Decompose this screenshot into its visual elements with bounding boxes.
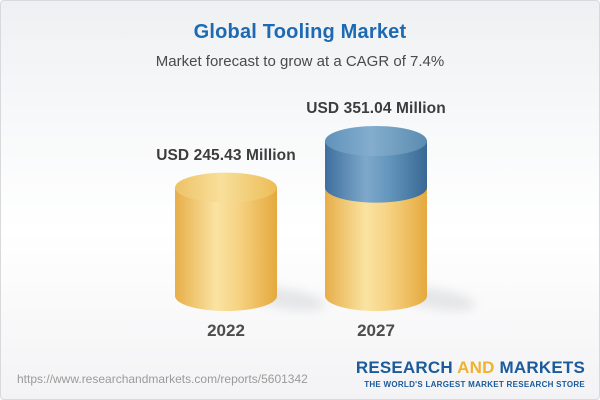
logo-tagline: THE WORLD'S LARGEST MARKET RESEARCH STOR… [364, 380, 585, 389]
bar-value-label-2022: USD 245.43 Million [156, 146, 296, 164]
bar-category-label-2022: 2022 [207, 321, 245, 340]
logo-wordmark: RESEARCH AND MARKETS [356, 358, 585, 378]
source-url-link[interactable]: https://www.researchandmarkets.com/repor… [17, 372, 308, 386]
logo-word-and: AND [457, 358, 495, 377]
chart-bars-group [175, 126, 476, 311]
research-and-markets-logo: RESEARCH AND MARKETS THE WORLD'S LARGEST… [356, 358, 585, 389]
logo-word-research: RESEARCH [355, 358, 453, 377]
bar-value-label-2027: USD 351.04 Million [306, 100, 446, 117]
logo-word-markets: MARKETS [499, 358, 585, 377]
bar-category-label-2027: 2027 [357, 321, 395, 340]
